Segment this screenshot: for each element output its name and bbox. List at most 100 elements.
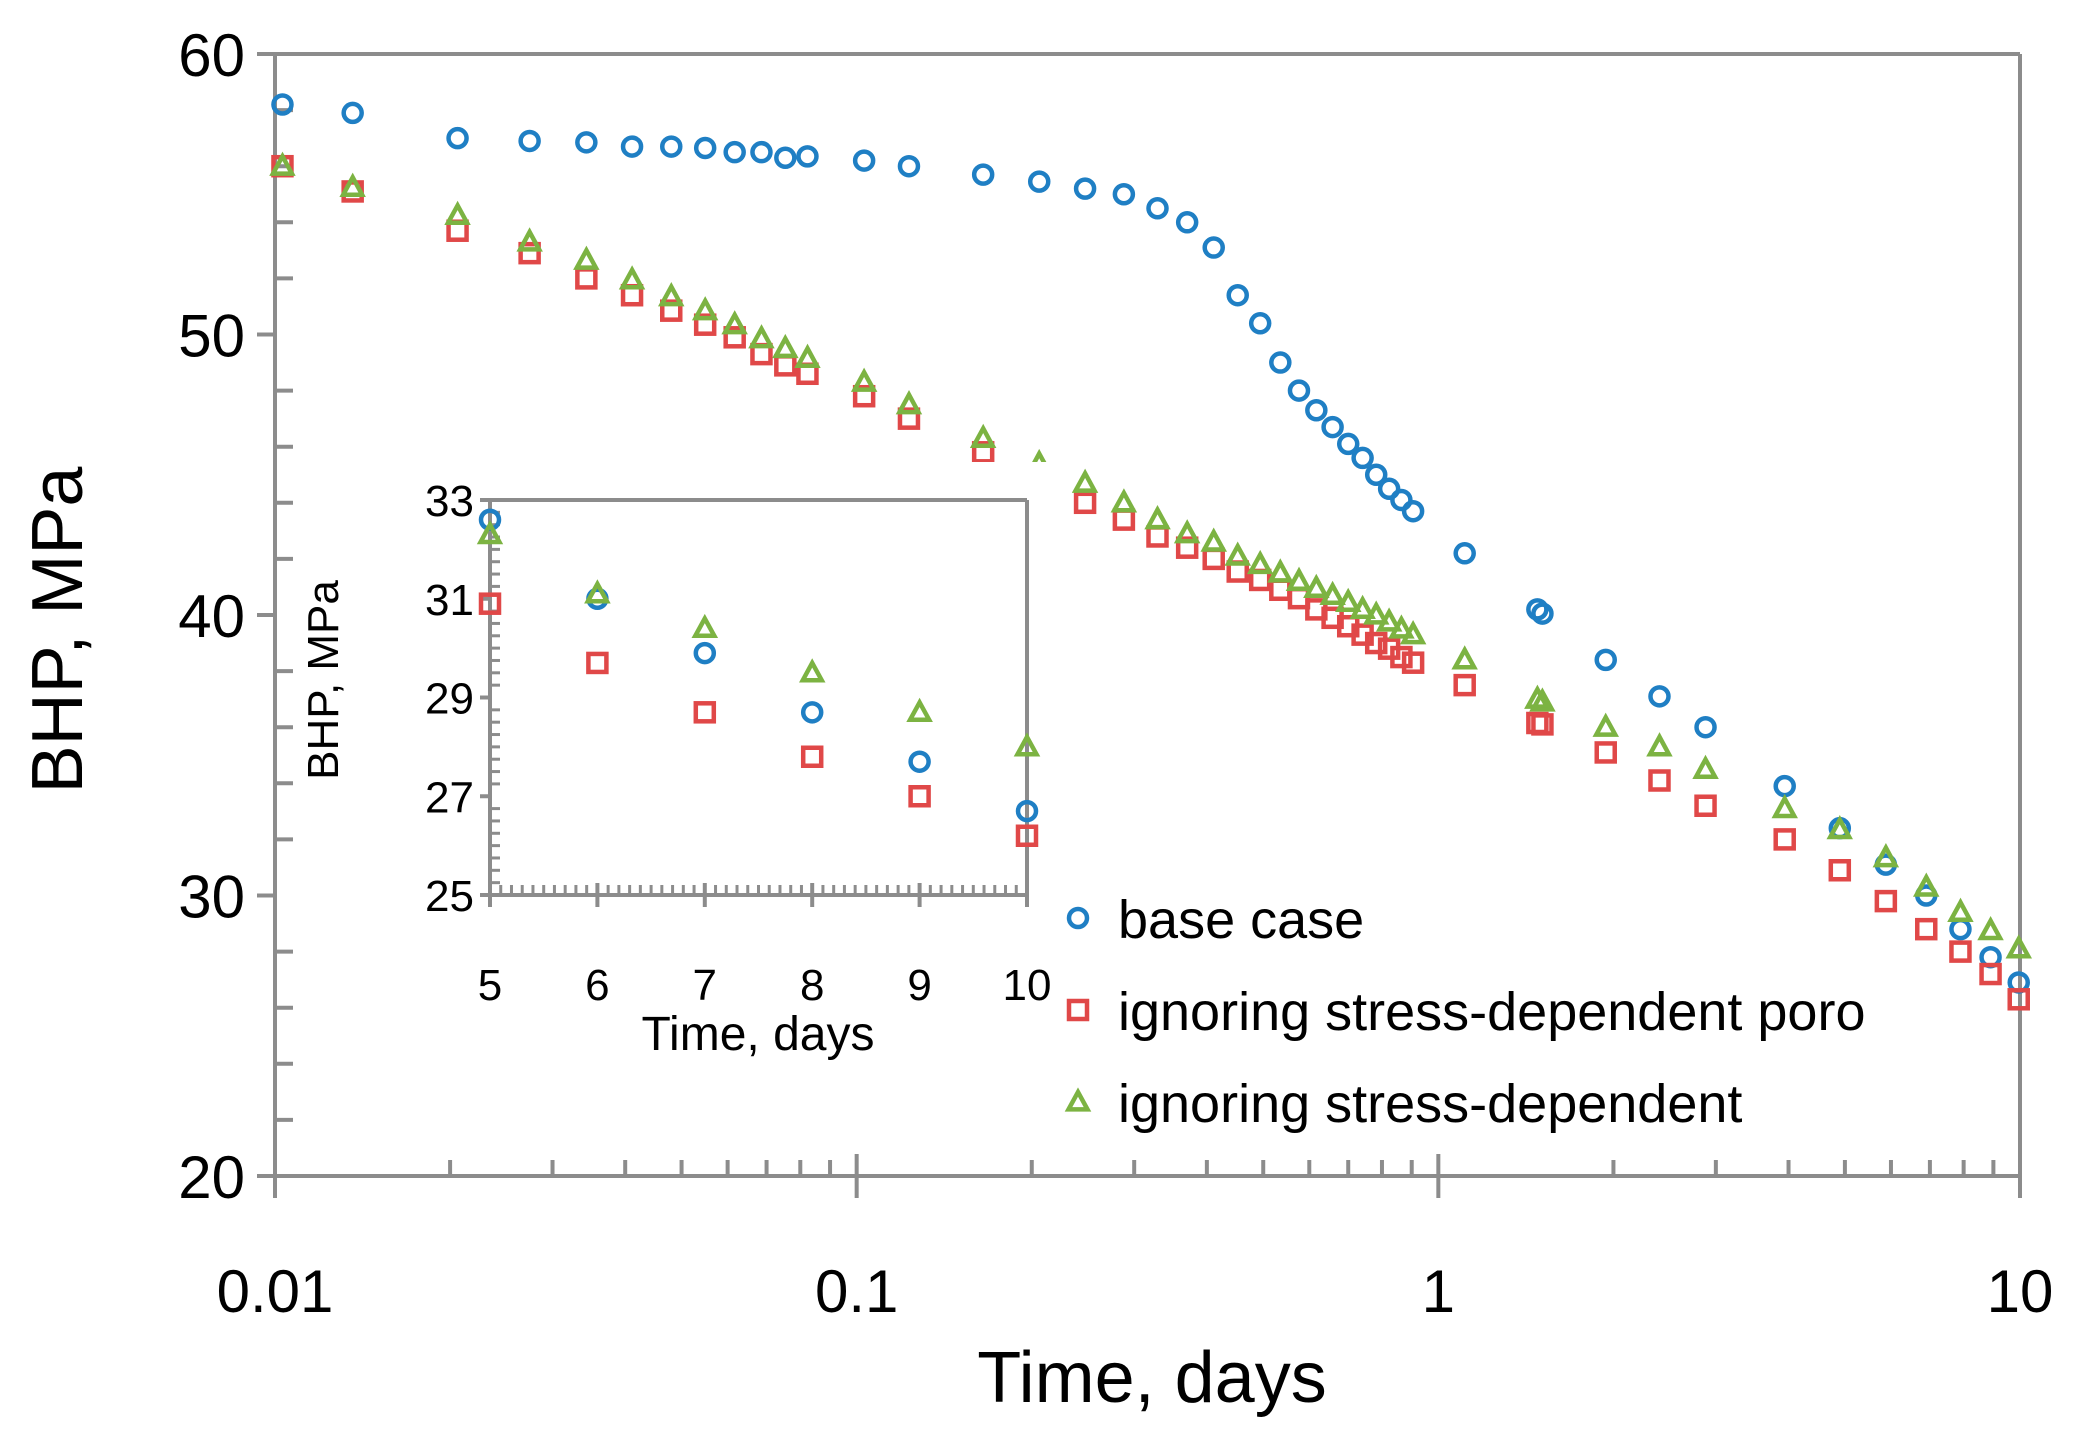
inset-x-tick-label: 10	[1003, 961, 1052, 1010]
main-y-tick-label: 30	[178, 864, 245, 931]
data-point-square	[1073, 491, 1097, 515]
data-point-circle	[796, 145, 819, 168]
data-point-circle	[774, 146, 797, 170]
data-point-circle	[1175, 211, 1199, 234]
main-x-tick-label: 10	[1987, 1258, 2054, 1325]
data-point-triangle	[573, 245, 600, 270]
data-point-triangle	[1173, 519, 1201, 544]
inset-x-tick-label: 6	[585, 961, 609, 1010]
data-point-circle	[341, 101, 364, 125]
data-point-triangle	[516, 227, 543, 252]
data-point-square	[1828, 859, 1852, 882]
data-point-circle	[1027, 170, 1051, 193]
data-point-circle	[1351, 446, 1374, 470]
data-point-triangle	[1646, 732, 1673, 757]
inset-data-points	[476, 508, 1041, 847]
data-point-triangle	[2005, 934, 2033, 959]
data-point-triangle	[895, 389, 923, 415]
data-point-circle	[1594, 648, 1617, 672]
data-point-triangle	[1363, 600, 1390, 625]
data-point-triangle	[1529, 687, 1556, 712]
data-point-triangle	[1285, 566, 1313, 592]
data-point-triangle	[969, 423, 997, 448]
main-y-axis-title: BHP, MPa	[18, 466, 98, 794]
data-point-triangle	[1872, 842, 1900, 868]
inset-data-point-square	[693, 701, 717, 724]
data-point-square	[971, 441, 995, 464]
data-point-triangle	[772, 333, 799, 359]
data-point-triangle	[1977, 916, 2004, 941]
data-point-square	[1453, 673, 1476, 697]
data-point-square	[2007, 988, 2030, 1011]
inset-data-point-square	[1015, 824, 1039, 847]
main-ticks: 20 30 40 50 60 0.01 0.1 1 10	[178, 22, 2053, 1325]
legend-entry-ignoring-stress	[1064, 1087, 1092, 1112]
data-point-square	[1694, 794, 1717, 817]
inset-data-point-square	[586, 651, 609, 675]
data-point-triangle	[1144, 504, 1171, 530]
inset-data-point-square	[800, 745, 824, 768]
data-point-triangle	[339, 172, 366, 197]
inset-y-tick-label: 29	[425, 675, 474, 724]
data-point-circle	[723, 140, 746, 164]
data-point-circle	[1287, 379, 1311, 402]
data-point-circle	[1202, 236, 1225, 259]
inset-y-tick-label: 25	[425, 872, 474, 921]
data-point-circle	[693, 136, 717, 160]
inset-plot-area: 25 27 29 31 33 5 6 7 8 9 10	[425, 477, 1051, 1010]
legend: base case ignoring stress-dependent poro…	[1064, 890, 1865, 1134]
main-y-tick-label: 20	[178, 1144, 245, 1211]
data-point-square	[723, 326, 746, 349]
data-point-circle	[897, 154, 921, 178]
data-point-circle	[1401, 499, 1425, 523]
main-x-axis-title: Time, days	[977, 1338, 1326, 1418]
inset-y-axis-title: BHP, MPa	[299, 580, 348, 780]
data-point-triangle	[1524, 684, 1551, 709]
data-point-square	[1175, 536, 1199, 559]
data-point-square	[1773, 828, 1796, 851]
inset-y-tick-label: 27	[425, 773, 474, 822]
data-point-triangle	[794, 343, 821, 369]
data-point-triangle	[1349, 594, 1376, 620]
data-point-triangle	[444, 200, 471, 225]
main-data-points	[269, 93, 2033, 1011]
inset-x-tick-label: 5	[478, 961, 502, 1010]
inset-x-tick-label: 8	[800, 961, 824, 1010]
inset-background	[400, 462, 1072, 962]
inset-data-point-triangle	[691, 613, 719, 639]
data-point-triangle	[1224, 541, 1252, 566]
inset-data-point-triangle	[476, 519, 504, 545]
inset-x-tick-label: 9	[907, 961, 931, 1010]
legend-marker-circle	[1066, 906, 1090, 930]
data-point-square	[1874, 889, 1898, 913]
data-point-triangle	[1110, 488, 1138, 513]
data-point-triangle	[691, 296, 719, 321]
main-y-tick-label: 50	[178, 303, 245, 370]
data-point-circle	[852, 149, 876, 172]
data-point-square	[693, 313, 717, 336]
data-point-triangle	[1319, 580, 1346, 606]
inset-data-point-triangle	[906, 697, 933, 722]
data-point-square	[1401, 651, 1425, 674]
inset-series-ignoring-stress-dependent-poro	[478, 592, 1039, 847]
data-point-circle	[1364, 463, 1388, 486]
data-point-circle	[1377, 477, 1401, 501]
data-point-square	[852, 384, 876, 408]
legend-label-ignoring-stress: ignoring stress-dependent	[1118, 1074, 1742, 1134]
data-point-circle	[1336, 432, 1360, 456]
legend-entry-base-case	[1066, 906, 1090, 930]
legend-marker-triangle	[1064, 1087, 1092, 1112]
data-point-circle	[1248, 312, 1272, 335]
inset-data-point-circle	[908, 750, 931, 773]
data-point-circle	[1453, 542, 1476, 565]
data-point-square	[1915, 917, 1938, 941]
main-x-tick-label: 0.01	[217, 1258, 334, 1325]
data-point-circle	[620, 135, 644, 158]
data-point-triangle	[1388, 614, 1415, 639]
data-point-triangle	[1692, 754, 1719, 779]
data-point-circle	[518, 129, 541, 153]
inset-data-point-triangle	[584, 579, 611, 604]
data-point-square	[1531, 713, 1554, 736]
data-point-square	[518, 241, 541, 265]
series-ignoring-stress-dependent	[269, 151, 2033, 959]
